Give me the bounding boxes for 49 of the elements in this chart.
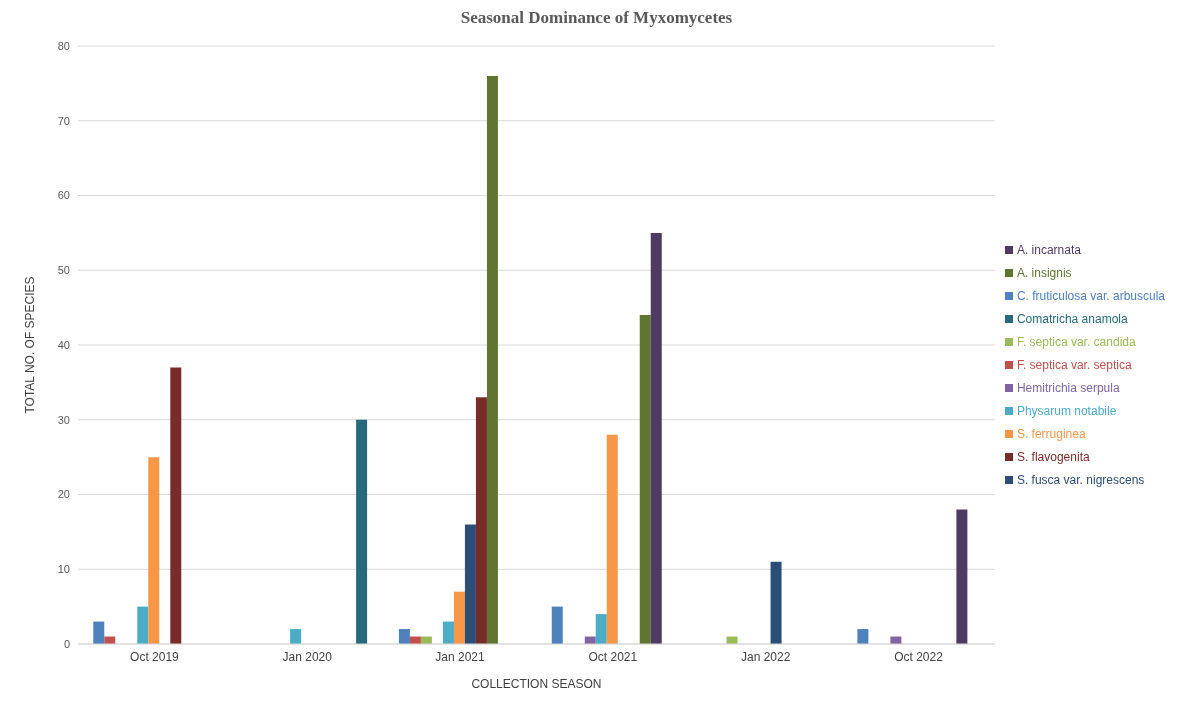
legend-label: Hemitrichia serpula xyxy=(1016,380,1120,395)
bar xyxy=(442,621,454,644)
bar xyxy=(956,509,968,644)
y-tick-label: 0 xyxy=(63,637,70,650)
bar xyxy=(475,397,487,644)
bar xyxy=(398,629,410,644)
x-axis-title: COLLECTION SEASON xyxy=(471,677,602,691)
bar xyxy=(551,606,563,644)
y-tick-label: 20 xyxy=(57,488,70,501)
x-tick-label: Oct 2019 xyxy=(130,649,180,664)
chart-title: Seasonal Dominance of Myxomycetes xyxy=(459,8,734,29)
x-tick-label: Oct 2022 xyxy=(894,649,944,664)
legend-label: Physarum notabile xyxy=(1016,403,1117,418)
legend-label: C. fruticulosa var. arbuscula xyxy=(1016,288,1165,303)
y-tick-label: 30 xyxy=(57,413,70,426)
y-tick-label: 70 xyxy=(57,114,70,127)
legend-label: F. septica var. candida xyxy=(1016,334,1136,349)
legend-label: F. septica var. septica xyxy=(1016,357,1132,372)
y-tick-label: 10 xyxy=(57,563,70,576)
y-axis-title: TOTAL NO. OF SPECIES xyxy=(23,276,38,414)
x-tick-label: Jan 2022 xyxy=(741,649,791,664)
bar xyxy=(770,561,782,644)
bar xyxy=(639,315,651,644)
y-tick-label: 40 xyxy=(57,338,70,351)
bar xyxy=(595,614,607,644)
bar xyxy=(650,232,662,644)
bar xyxy=(356,419,368,644)
legend-label: Comatricha anamola xyxy=(1016,311,1128,326)
y-tick-label: 50 xyxy=(57,264,70,277)
y-tick-label: 80 xyxy=(57,39,70,52)
bar xyxy=(148,457,160,644)
legend-label: S. fusca var. nigrescens xyxy=(1016,472,1145,487)
bar xyxy=(464,524,476,644)
bar xyxy=(290,629,302,644)
bar xyxy=(606,434,618,644)
legend-label: A. incarnata xyxy=(1016,242,1081,257)
bar xyxy=(857,629,869,644)
bar xyxy=(170,367,182,644)
x-tick-label: Jan 2020 xyxy=(282,649,333,664)
bar xyxy=(137,606,149,644)
bar xyxy=(93,621,105,644)
x-tick-label: Oct 2021 xyxy=(588,649,638,664)
legend-label: A. insignis xyxy=(1016,265,1072,280)
bar xyxy=(486,75,498,644)
legend-label: S. flavogenita xyxy=(1016,449,1090,464)
legend-label: S. ferruginea xyxy=(1016,426,1086,441)
y-tick-label: 60 xyxy=(57,189,70,202)
bar xyxy=(453,591,465,644)
x-tick-label: Jan 2021 xyxy=(435,649,486,664)
